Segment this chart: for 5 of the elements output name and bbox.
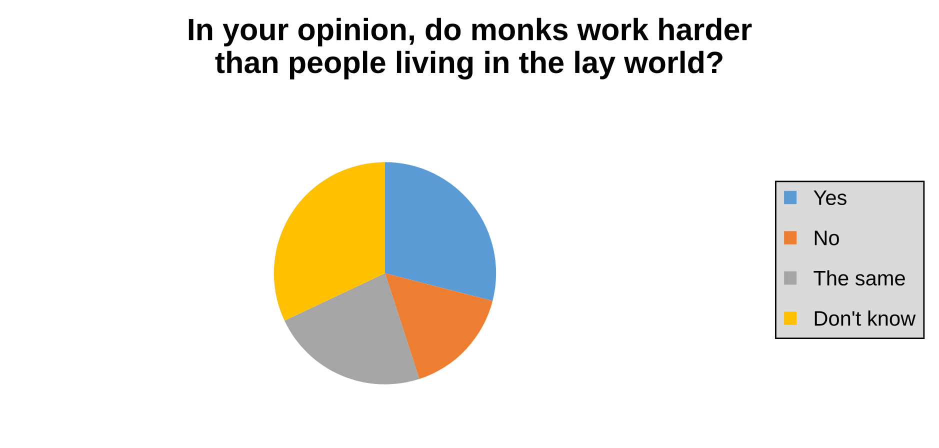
legend-label: Don't know	[814, 310, 916, 326]
legend-label: No	[814, 230, 839, 246]
legend-label: The same	[814, 270, 905, 286]
legend-label: Yes	[814, 190, 846, 206]
chart-title: In your opinion, do monks work harder than people living in the lay world?	[188, 18, 752, 80]
